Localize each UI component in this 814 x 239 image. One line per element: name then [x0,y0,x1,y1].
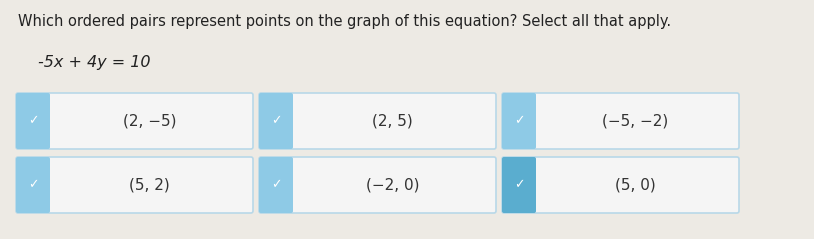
Bar [276,159,292,211]
Bar [276,95,292,147]
FancyBboxPatch shape [16,93,253,149]
FancyBboxPatch shape [502,157,536,213]
Bar [519,95,535,147]
Text: ✓: ✓ [514,179,524,191]
FancyBboxPatch shape [502,93,739,149]
FancyBboxPatch shape [16,157,253,213]
FancyBboxPatch shape [259,157,293,213]
Text: Which ordered pairs represent points on the graph of this equation? Select all t: Which ordered pairs represent points on … [18,14,671,29]
Bar [33,95,49,147]
Text: ✓: ✓ [271,179,282,191]
Text: (2, 5): (2, 5) [372,114,413,129]
FancyBboxPatch shape [502,93,536,149]
Text: -5x + 4y = 10: -5x + 4y = 10 [38,55,151,70]
Text: ✓: ✓ [271,114,282,127]
Text: (5, 0): (5, 0) [615,178,656,192]
Text: (5, 2): (5, 2) [129,178,170,192]
FancyBboxPatch shape [502,157,739,213]
FancyBboxPatch shape [16,93,50,149]
Text: (−2, 0): (−2, 0) [365,178,419,192]
Bar [33,159,49,211]
FancyBboxPatch shape [259,93,293,149]
Bar [519,159,535,211]
Text: ✓: ✓ [28,114,38,127]
FancyBboxPatch shape [259,157,496,213]
Text: (2, −5): (2, −5) [123,114,177,129]
Text: (−5, −2): (−5, −2) [602,114,668,129]
Text: ✓: ✓ [514,114,524,127]
FancyBboxPatch shape [259,93,496,149]
Text: ✓: ✓ [28,179,38,191]
FancyBboxPatch shape [16,157,50,213]
